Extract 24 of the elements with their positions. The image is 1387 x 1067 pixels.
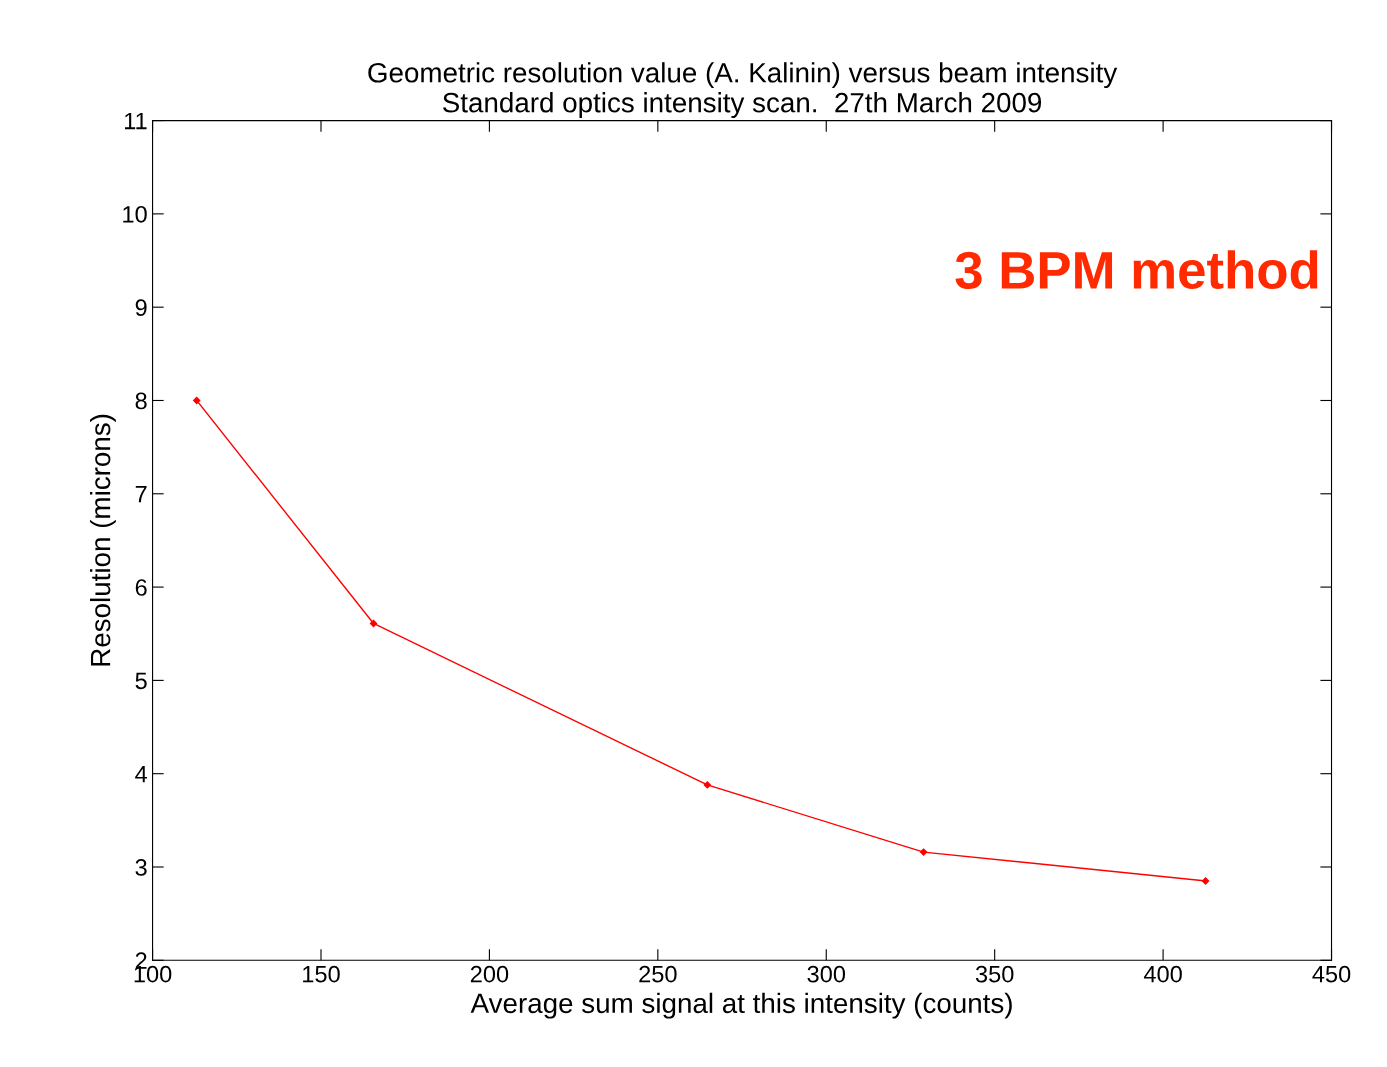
y-tick-label: 4 (135, 766, 148, 783)
y-tick-label: 5 (135, 672, 147, 690)
y-tick-label: 9 (135, 299, 147, 316)
point (193, 396, 201, 405)
point (919, 848, 928, 856)
x-axis-title: Average sum signal at this intensity (counts) (470, 992, 1012, 1019)
x-tick-label: 400 (1143, 965, 1182, 983)
x-tick-label: 450 (1312, 965, 1351, 983)
x-tick-label: 150 (303, 965, 340, 983)
x-tick-label: 300 (807, 965, 846, 983)
y-tick-label: 7 (135, 486, 147, 503)
x-tick-label: 200 (470, 965, 509, 983)
y-tick-label: 8 (135, 392, 147, 410)
y-tick-label: 10 (123, 205, 147, 223)
y-tick-label: 6 (135, 579, 147, 596)
chart-title: Geometric resolution value (A. Kalinin) versus beam intensity Standard optics intensity scan. 27th March 2009 (368, 62, 1118, 118)
point (1201, 877, 1210, 885)
y-tick-label: 3 (135, 859, 147, 876)
y-tick-label: 11 (124, 112, 147, 130)
x-tick-label: 350 (975, 965, 1014, 983)
y-axis-title: Resolution (microns) (90, 414, 116, 666)
annotation: 3 BPM method (955, 250, 1318, 290)
point (703, 781, 711, 789)
x-tick-label: 250 (639, 965, 677, 983)
